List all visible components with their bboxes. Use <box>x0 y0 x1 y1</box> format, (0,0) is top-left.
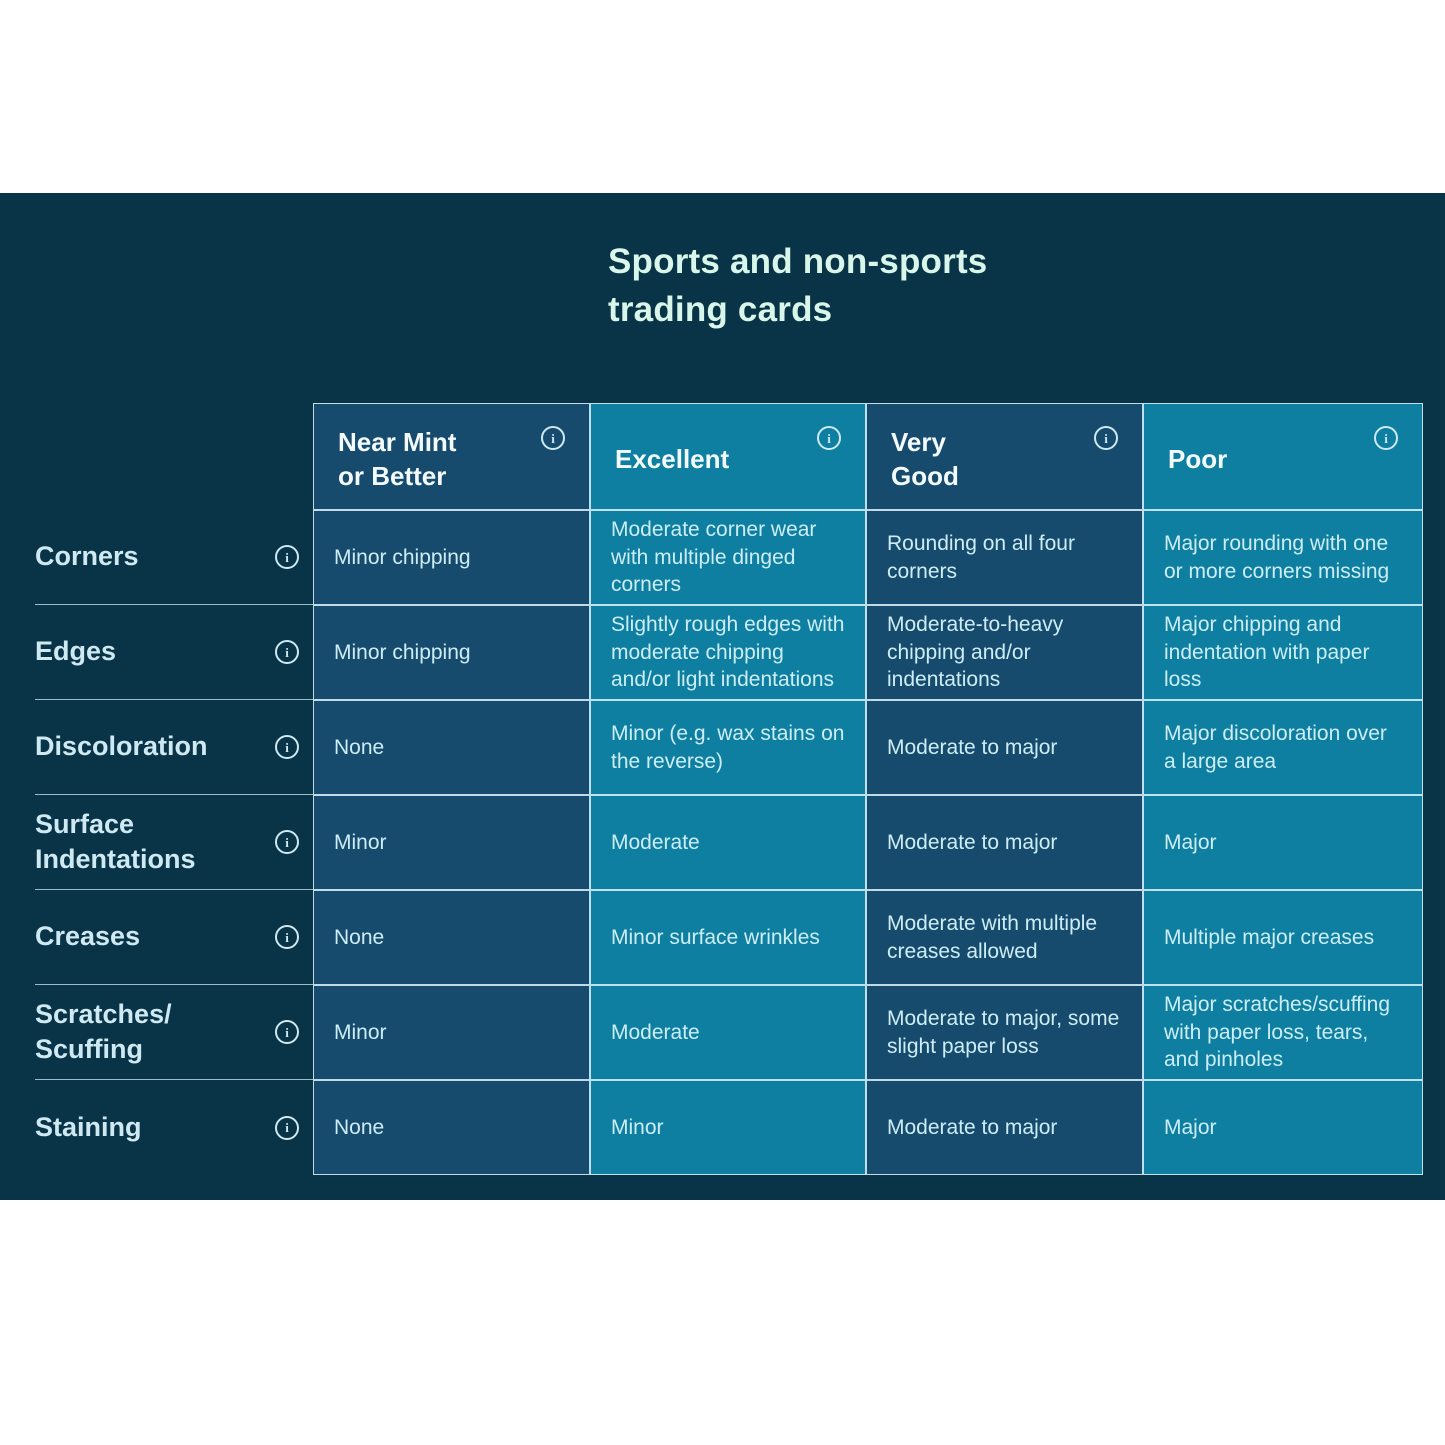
cell-scratches-scuffing-poor: Major scratches/scuffing with paper loss… <box>1143 985 1423 1080</box>
cell-staining-near-mint: None <box>313 1080 590 1175</box>
page-title: Sports and non-sports trading cards <box>608 242 988 329</box>
info-icon[interactable]: i <box>817 426 841 450</box>
cell-staining-poor: Major <box>1143 1080 1423 1175</box>
cell-creases-excellent: Minor surface wrinkles <box>590 890 866 985</box>
row-label-corners: Corners i <box>35 510 313 605</box>
cell-edges-excellent: Slightly rough edges with moderate chipp… <box>590 605 866 700</box>
row-label-text: Corners <box>35 541 139 572</box>
cell-discoloration-excellent: Minor (e.g. wax stains on the reverse) <box>590 700 866 795</box>
cell-surface-indentations-poor: Major <box>1143 795 1423 890</box>
column-header-label: Very Good <box>891 427 959 491</box>
row-label-text: Staining <box>35 1111 142 1142</box>
column-header-label: Excellent <box>615 443 730 474</box>
info-icon[interactable]: i <box>275 545 299 569</box>
info-icon[interactable]: i <box>275 925 299 949</box>
cell-staining-excellent: Minor <box>590 1080 866 1175</box>
row-label-text: Scratches/ Scuffing <box>35 998 172 1064</box>
cell-corners-very-good: Rounding on all four corners <box>866 510 1143 605</box>
row-label-surface-indentations: Surface Indentations i <box>35 795 313 890</box>
cell-scratches-scuffing-excellent: Moderate <box>590 985 866 1080</box>
info-icon[interactable]: i <box>275 1115 299 1140</box>
cell-corners-poor: Major rounding with one or more corners … <box>1143 510 1423 605</box>
cell-surface-indentations-excellent: Moderate <box>590 795 866 890</box>
cell-discoloration-very-good: Moderate to major <box>866 700 1143 795</box>
cell-surface-indentations-near-mint: Minor <box>313 795 590 890</box>
row-label-text: Discoloration <box>35 731 208 762</box>
column-header-near-mint-or-better: Near Mint or Better i <box>313 403 590 510</box>
info-icon[interactable]: i <box>275 735 299 759</box>
row-label-scratches-scuffing: Scratches/ Scuffing i <box>35 985 313 1080</box>
cell-scratches-scuffing-near-mint: Minor <box>313 985 590 1080</box>
cell-edges-poor: Major chipping and indentation with pape… <box>1143 605 1423 700</box>
cell-edges-very-good: Moderate-to-heavy chipping and/or indent… <box>866 605 1143 700</box>
column-header-very-good: Very Good i <box>866 403 1143 510</box>
row-label-text: Surface Indentations <box>35 808 196 874</box>
row-label-text: Creases <box>35 921 141 952</box>
column-header-poor: Poor i <box>1143 403 1423 510</box>
cell-creases-poor: Multiple major creases <box>1143 890 1423 985</box>
cell-corners-excellent: Moderate corner wear with multiple dinge… <box>590 510 866 605</box>
cell-staining-very-good: Moderate to major <box>866 1080 1143 1175</box>
cell-creases-near-mint: None <box>313 890 590 985</box>
table-corner-spacer <box>35 403 313 510</box>
cell-discoloration-near-mint: None <box>313 700 590 795</box>
row-label-edges: Edges i <box>35 605 313 700</box>
column-header-excellent: Excellent i <box>590 403 866 510</box>
row-label-discoloration: Discoloration i <box>35 700 313 795</box>
info-icon[interactable]: i <box>1374 426 1398 450</box>
info-icon[interactable]: i <box>1094 426 1118 450</box>
cell-edges-near-mint: Minor chipping <box>313 605 590 700</box>
info-icon[interactable]: i <box>275 640 299 664</box>
cell-creases-very-good: Moderate with multiple creases allowed <box>866 890 1143 985</box>
cell-discoloration-poor: Major discoloration over a large area <box>1143 700 1423 795</box>
cell-surface-indentations-very-good: Moderate to major <box>866 795 1143 890</box>
row-label-staining: Staining i <box>35 1080 313 1175</box>
row-label-creases: Creases i <box>35 890 313 985</box>
info-icon[interactable]: i <box>275 830 299 854</box>
info-icon[interactable]: i <box>275 1020 299 1044</box>
info-icon[interactable]: i <box>541 426 565 450</box>
cell-scratches-scuffing-very-good: Moderate to major, some slight paper los… <box>866 985 1143 1080</box>
cell-corners-near-mint: Minor chipping <box>313 510 590 605</box>
row-label-text: Edges <box>35 636 117 667</box>
column-header-label: Poor <box>1168 443 1228 474</box>
grading-table: Near Mint or Better i Excellent i Very G… <box>35 403 1423 1175</box>
column-header-label: Near Mint or Better <box>338 427 457 491</box>
